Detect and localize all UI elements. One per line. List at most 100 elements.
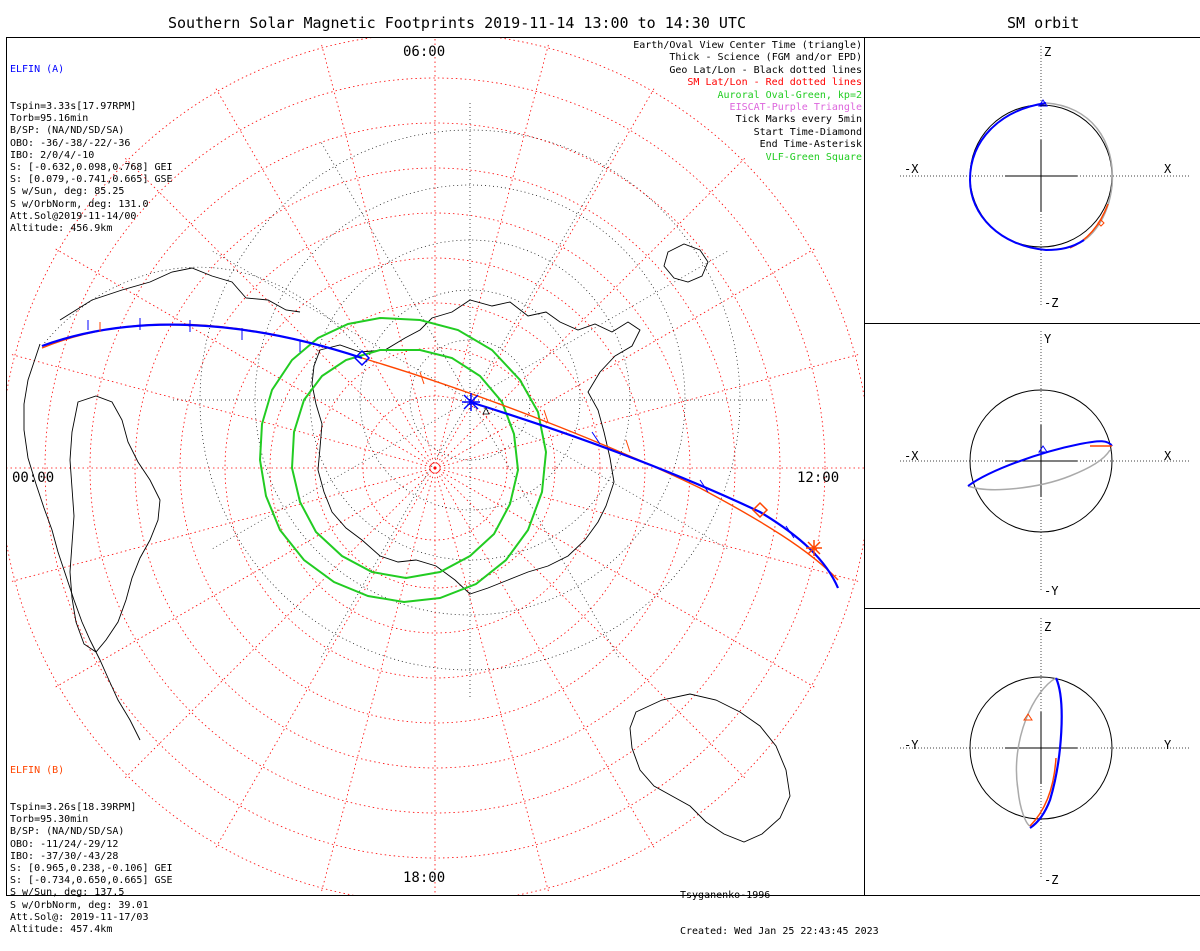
south-america-outline xyxy=(23,267,301,741)
footprint-map xyxy=(7,38,864,895)
sm-lat-circle xyxy=(89,122,781,814)
landmass-outlines xyxy=(23,243,791,843)
elfin-b-info-line: S w/Sun, deg: 137.5 xyxy=(10,887,125,899)
elfin-b-info-line: Altitude: 457.4km xyxy=(10,924,113,936)
model-name: Tsyganenko-1996 xyxy=(680,889,771,901)
sm-lat-circle xyxy=(224,257,646,679)
sm-lon-line xyxy=(9,467,436,583)
mlt-label-top: 06:00 xyxy=(403,44,446,60)
legend-item: Auroral Oval-Green, kp=2 xyxy=(717,89,863,101)
orbit-xy-elfin-a xyxy=(967,440,1113,487)
sm-lat-circle xyxy=(269,302,601,634)
legend-item: Start Time-Diamond xyxy=(753,126,862,138)
sm-lon-line xyxy=(214,467,436,850)
orbit-xz-elfin-b xyxy=(1069,203,1109,249)
sm-lon-line xyxy=(434,42,550,469)
orbit-3-axis-top: Z xyxy=(1044,620,1052,634)
geo-lat-circle xyxy=(199,129,741,671)
australia-outline xyxy=(629,693,791,843)
earth-circle-xy xyxy=(969,389,1113,533)
elfin-a-end-asterisk xyxy=(462,393,480,411)
orbit-xz-start-triangle xyxy=(1038,99,1048,107)
legend-item: Geo Lat/Lon - Black dotted lines xyxy=(669,64,862,76)
legend-item: End Time-Asterisk xyxy=(759,139,862,151)
geo-grid xyxy=(41,100,770,700)
sm-lon-line xyxy=(434,467,656,850)
sm-lon-line xyxy=(214,86,436,469)
end-time-asterisks xyxy=(462,393,822,556)
start-time-diamonds xyxy=(353,349,769,519)
elfin-a-info: ELFIN (A) Tspin=3.33s[17.97RPM] Torb=95.1… xyxy=(10,40,173,247)
elfin-b-info-line: S: [-0.734,0.650,0.665] GSE xyxy=(10,875,173,887)
sm-lon-line xyxy=(320,467,436,894)
sm-lat-circle xyxy=(314,347,556,589)
orbit-3-axis-bottom: -Z xyxy=(1044,873,1059,887)
elfin-b-info-line: S w/OrbNorm, deg: 39.01 xyxy=(10,899,149,911)
orbit-2-axis-bottom: -Y xyxy=(1044,584,1059,598)
sm-lon-line xyxy=(123,467,436,780)
orbit-3-axis-left: -Y xyxy=(904,738,919,752)
sm-lon-line xyxy=(53,247,436,469)
orbit-xy-other xyxy=(967,449,1111,491)
elfin-b-info-line: Att.Sol@: 2019-11-17/03 xyxy=(10,911,149,923)
africa-outline xyxy=(69,395,161,653)
sm-lon-line xyxy=(434,467,550,894)
legend-item: VLF-Green Square xyxy=(765,151,862,163)
elfin-b-name: ELFIN (B) xyxy=(10,765,65,777)
orbit-1-axis-right: X xyxy=(1164,162,1172,176)
elfin-b-info-line: S: [0.965,0.238,-0.106] GEI xyxy=(10,863,173,875)
sm-lon-line xyxy=(434,156,747,469)
auroral-ovals xyxy=(258,316,548,604)
view-center-marker xyxy=(482,407,490,415)
orbit-xz-other xyxy=(1045,102,1114,245)
elfin-b-info-line: IBO: -37/30/-43/28 xyxy=(10,850,119,862)
orbit-xy-start-triangle xyxy=(1038,445,1048,453)
sm-lon-line xyxy=(434,467,817,689)
elfin-a-info-line: IBO: 2/0/4/-10 xyxy=(10,149,95,161)
legend-item: Earth/Oval View Center Time (triangle) xyxy=(633,40,862,51)
antarctica-outline xyxy=(311,299,641,595)
map-legend: Earth/Oval View Center Time (triangle) Th… xyxy=(633,40,862,164)
new-zealand-outline xyxy=(663,243,709,283)
orbit-2-axis-right: X xyxy=(1164,449,1172,463)
orbit-yz-plot xyxy=(969,676,1113,829)
legend-item: SM Lat/Lon - Red dotted lines xyxy=(687,77,862,89)
orbit-1-axis-top: Z xyxy=(1044,45,1052,59)
orbit-1-axis-bottom: -Z xyxy=(1044,296,1059,310)
elfin-a-start-diamond xyxy=(353,349,371,367)
elfin-a-info-line: OBO: -36/-38/-22/-36 xyxy=(10,137,131,149)
orbit-1-axis-left: -X xyxy=(904,162,919,176)
elfin-a-info-line: S w/Sun, deg: 85.25 xyxy=(10,186,125,198)
orbit-yz-other xyxy=(1015,677,1057,827)
elfin-a-info-line: Att.Sol@2019-11-14/00 xyxy=(10,210,137,222)
main-title: Southern Solar Magnetic Footprints 2019-… xyxy=(168,14,746,32)
orbit-xz-elfin-a xyxy=(968,102,1085,252)
orbit-yz-elfin-a xyxy=(1029,677,1063,829)
elfin-b-info: ELFIN (B) Tspin=3.26s[18.39RPM] Torb=95.3… xyxy=(10,741,173,948)
elfin-a-info-line: S: [-0.632,0.098,0.768] GEI xyxy=(10,162,173,174)
orbit-3-axis-right: Y xyxy=(1164,738,1172,752)
sm-lat-circle xyxy=(44,77,826,859)
mlt-label-right: 12:00 xyxy=(797,470,840,486)
elfin-a-info-line: Tspin=3.33s[17.97RPM] xyxy=(10,101,137,113)
model-info: Tsyganenko-1996 Created: Wed Jan 25 22:4… xyxy=(680,865,879,951)
legend-item: Thick - Science (FGM and/or EPD) xyxy=(669,52,862,64)
elfin-a-name: ELFIN (A) xyxy=(10,64,65,76)
elfin-a-info-line: S: [0.079,-0.741,0.665] GSE xyxy=(10,174,173,186)
sm-lon-line xyxy=(434,467,861,583)
elfin-a-info-line: B/SP: (NA/ND/SD/SA) xyxy=(10,125,125,137)
sm-lat-circle xyxy=(179,212,691,724)
sm-lat-circle xyxy=(134,167,736,769)
mlt-label-bottom: 18:00 xyxy=(403,870,446,886)
geo-lat-circle xyxy=(254,184,686,616)
sm-lon-line xyxy=(9,353,436,469)
elfin-b-info-line: Torb=95.30min xyxy=(10,814,89,826)
elfin-a-info-line: S w/OrbNorm, deg: 131.0 xyxy=(10,198,149,210)
elfin-b-start-diamond xyxy=(751,501,769,519)
orbit-yz-elfin-b xyxy=(1029,757,1057,827)
created-timestamp: Created: Wed Jan 25 22:43:45 2023 xyxy=(680,926,879,938)
elfin-b-info-line: Tspin=3.26s[18.39RPM] xyxy=(10,802,137,814)
sm-lon-line xyxy=(434,247,817,469)
geo-lat-circle xyxy=(359,289,581,511)
track-tick-marks xyxy=(87,318,795,539)
